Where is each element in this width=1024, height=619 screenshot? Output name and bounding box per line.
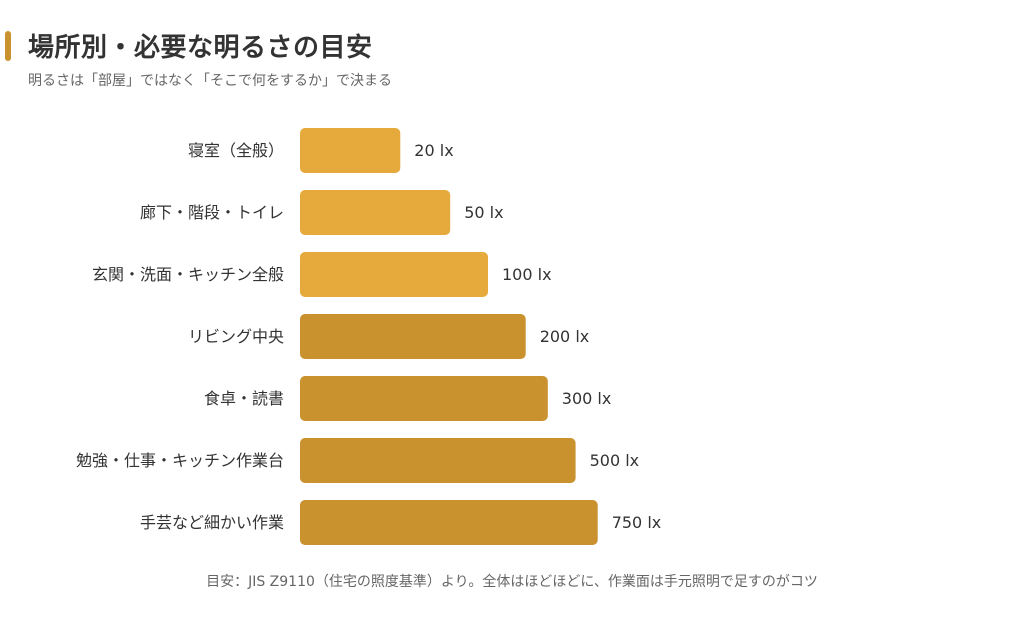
title-accent-bar: [5, 31, 11, 61]
bar: [300, 314, 526, 359]
category-label: 廊下・階段・トイレ: [140, 203, 284, 222]
category-label: リビング中央: [188, 327, 284, 346]
chart-title: 場所別・必要な明るさの目安: [28, 33, 373, 63]
category-label: 玄関・洗面・キッチン全般: [92, 265, 284, 284]
bar: [300, 500, 598, 545]
category-label: 勉強・仕事・キッチン作業台: [76, 451, 284, 470]
data-label: 750 lx: [612, 513, 662, 532]
chart-subtitle: 明るさは「部屋」ではなく「そこで何をするか」で決まる: [28, 73, 392, 89]
category-label: 手芸など細かい作業: [140, 513, 284, 532]
data-label: 500 lx: [590, 451, 640, 470]
bar: [300, 438, 576, 483]
footnote: 目安：JIS Z9110（住宅の照度基準）より。全体はほどほどに、作業面は手元照…: [206, 574, 818, 590]
data-label: 20 lx: [414, 141, 453, 160]
bar: [300, 376, 548, 421]
category-label: 食卓・読書: [204, 389, 284, 408]
bar: [300, 190, 451, 235]
data-label: 300 lx: [562, 389, 612, 408]
bar: [300, 252, 488, 297]
data-label: 50 lx: [464, 203, 503, 222]
data-label: 100 lx: [502, 265, 552, 284]
category-label: 寝室（全般）: [188, 141, 284, 160]
bar: [300, 128, 401, 173]
data-label: 200 lx: [540, 327, 590, 346]
